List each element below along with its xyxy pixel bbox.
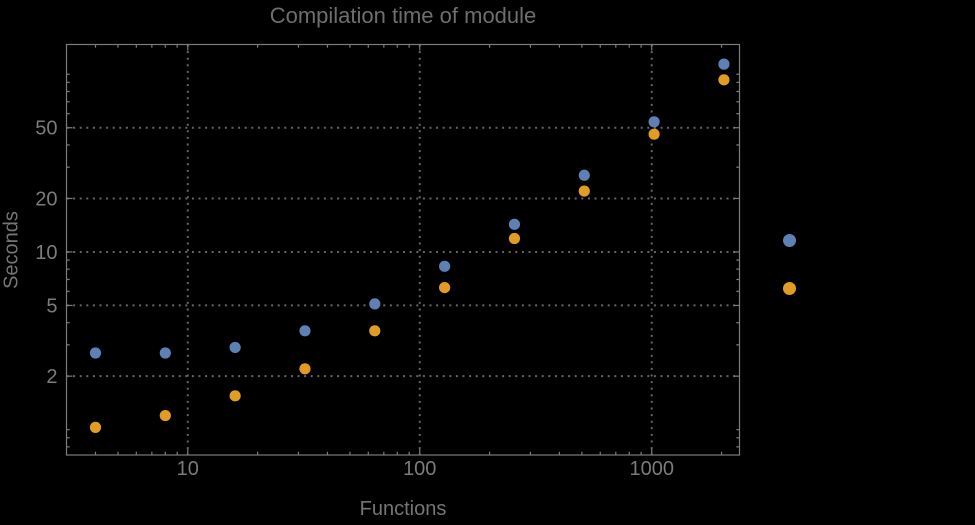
data-point-series-1-blue [648, 116, 660, 128]
y-axis-label: Seconds [0, 211, 23, 289]
data-point-series-1-blue [508, 218, 521, 230]
y-tick-label: 20 [35, 188, 57, 210]
data-point-series-1-blue [89, 347, 102, 359]
data-point-series-2-orange [648, 128, 660, 140]
data-point-series-1-blue [718, 58, 730, 70]
data-point-series-2-orange [299, 363, 311, 375]
data-point-series-2-orange [89, 421, 102, 433]
data-point-series-2-orange [439, 281, 451, 294]
y-tick-label: 10 [35, 242, 57, 264]
x-tick-label: 10 [177, 458, 199, 480]
data-point-series-2-orange [718, 74, 730, 86]
chart-title: Compilation time of module [269, 3, 537, 28]
data-point-series-2-orange [369, 325, 381, 337]
data-point-series-2-orange [578, 185, 590, 197]
data-point-series-2-orange [229, 390, 241, 402]
data-point-series-1-blue [369, 298, 381, 310]
data-point-series-1-blue [439, 260, 451, 272]
data-point-series-2-orange [159, 409, 171, 422]
data-point-series-1-blue [299, 325, 311, 337]
legend-marker-series-1 [783, 234, 796, 247]
y-tick-label: 5 [46, 295, 57, 317]
legend-marker-series-2 [783, 282, 796, 295]
data-point-series-1-blue [578, 169, 590, 181]
x-axis-label: Functions [359, 498, 447, 520]
y-tick-label: 2 [46, 366, 57, 388]
plot-frame [65, 43, 741, 456]
x-tick-label: 1000 [629, 458, 674, 480]
y-tick-label: 50 [35, 118, 57, 140]
data-point-series-2-orange [508, 232, 521, 245]
data-point-series-1-blue [229, 341, 241, 354]
x-tick-label: 100 [403, 458, 436, 480]
data-point-series-1-blue [159, 347, 171, 359]
